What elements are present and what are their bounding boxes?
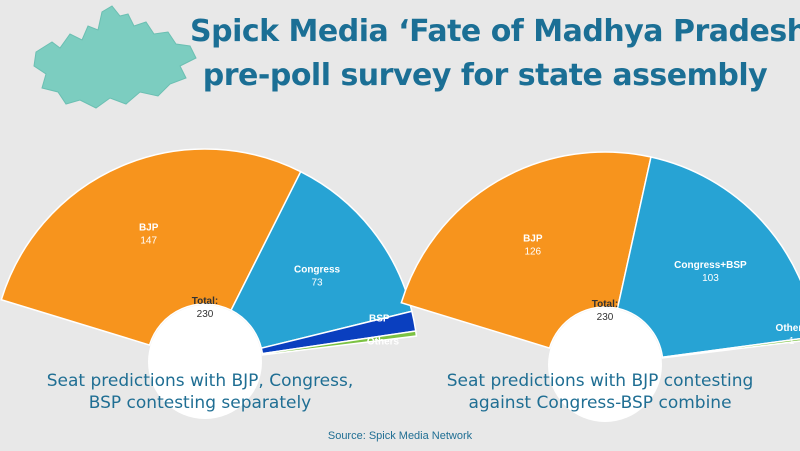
caption-left-line-2: BSP contesting separately	[88, 393, 312, 413]
slice-others	[261, 330, 418, 356]
slice-label-bjp: BJP	[139, 222, 159, 233]
donut-center	[148, 305, 262, 419]
caption-left: Seat predictions with BJP, Congress, BSP…	[0, 370, 400, 414]
half-donut-chart-1: BJP 147 Congress 73 BSP Others Total: 230	[0, 148, 418, 419]
slice-label-bsp: BSP	[369, 314, 390, 325]
caption-right-line-2: against Congress-BSP combine	[468, 393, 732, 413]
caption-left-line-1: Seat predictions with BJP, Congress,	[46, 371, 354, 391]
half-donut-chart-2: BJP 126 Congress+BSP 103 Others 1 Total: 230	[400, 151, 800, 422]
center-total-value: 230	[597, 312, 614, 323]
slice-label-bjp: BJP	[523, 233, 543, 244]
madhya-pradesh-map-icon	[33, 5, 197, 109]
center-total-value: 230	[197, 309, 214, 320]
slice-label-congress-bsp: Congress+BSP	[674, 260, 747, 271]
slice-label-others: Others	[776, 323, 800, 334]
slice-value-congress-bsp: 103	[702, 273, 719, 284]
caption-right-line-1: Seat predictions with BJP contesting	[446, 371, 754, 391]
center-total-label: Total:	[592, 299, 618, 310]
source-note: Source: Spick Media Network	[327, 430, 473, 442]
slice-label-others: Others	[367, 336, 400, 347]
title-line-1: Spick Media ‘Fate of Madhya Pradesh’	[190, 14, 800, 49]
slice-bjp	[0, 148, 302, 346]
slice-value-others: 1	[789, 336, 795, 347]
center-total-label: Total:	[192, 296, 218, 307]
slice-value-bjp: 126	[524, 246, 541, 257]
title-line-2: pre-poll survey for state assembly	[202, 58, 768, 93]
donut-center	[548, 308, 662, 422]
slice-others	[661, 337, 800, 359]
slice-bjp	[400, 151, 652, 349]
caption-right: Seat predictions with BJP contesting aga…	[400, 370, 800, 414]
slice-value-congress: 73	[311, 278, 323, 289]
slice-label-congress: Congress	[294, 265, 341, 276]
slice-congress-bsp	[616, 156, 800, 359]
slice-value-bjp: 147	[140, 235, 157, 246]
